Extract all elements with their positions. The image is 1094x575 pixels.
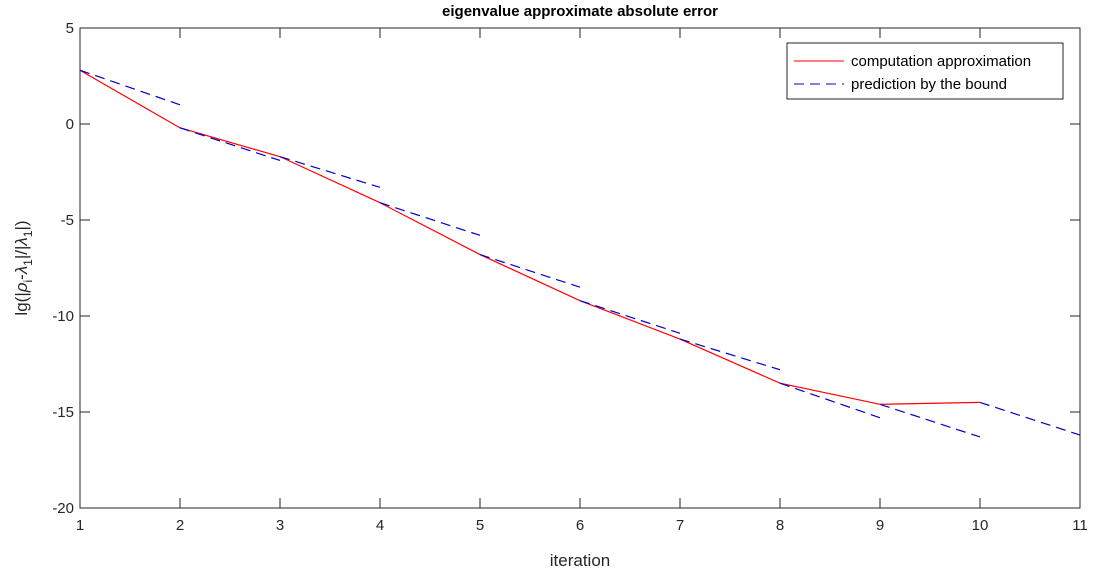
x-tick-label: 10 [972,517,989,534]
series-prediction-bound-segment [479,253,581,288]
series-prediction-bound-segment [779,382,881,419]
series-prediction-bound-segment [379,202,481,236]
y-tick-label: 5 [66,20,74,37]
x-tick-label: 7 [676,517,684,534]
y-tick-label: 0 [66,116,74,133]
ylabel-lambda1: λ [12,266,31,275]
legend-label-prediction: prediction by the bound [851,76,1007,93]
x-tick-label: 5 [476,517,484,534]
series-prediction-bound-segment [979,401,1081,436]
x-axis-label: iteration [550,551,610,570]
series-prediction-bound-segment [279,156,381,188]
x-tick-label: 9 [876,517,884,534]
ylabel-post: |) [12,220,31,230]
x-tick-label: 1 [76,517,84,534]
tick-layer: 1 2 3 4 5 6 7 8 9 10 11 5 0 -5 -10 -15 -20 [52,20,1087,534]
series-prediction-bound-segment [879,403,981,438]
series-computation-approximation-line [79,69,981,405]
y-tick-label: -20 [52,500,74,517]
x-tick-label: 4 [376,517,384,534]
legend-box [786,42,1064,100]
series-prediction-bound-segment [179,127,281,162]
x-tick-label: 11 [1072,517,1088,534]
chart-title: eigenvalue approximate absolute error [442,3,718,20]
legend: computation approximation prediction by … [786,42,1064,100]
series-prediction-bound-segment [579,300,681,334]
series-prediction-bound-segment [79,69,181,106]
ylabel-rho: ρ [12,282,31,293]
ylabel-mid: - [12,274,31,280]
x-tick-label: 6 [576,517,584,534]
x-tick-label: 8 [776,517,784,534]
x-tick-label: 2 [176,517,184,534]
ylabel-sub-1a: 1 [21,259,35,266]
y-tick-label: -10 [52,308,74,325]
legend-label-computation: computation approximation [851,53,1031,70]
x-tick-label: 3 [276,517,284,534]
axes-background [80,28,1080,508]
ylabel-sub-1b: 1 [21,230,35,237]
ylabel-sub-i: i [21,280,35,283]
ylabel-sep: |/| [12,246,31,260]
plot-area: 1 2 3 4 5 6 7 8 9 10 11 5 0 -5 -10 -15 -20 [52,20,1087,534]
series-prediction-bound-segment [679,338,781,371]
y-tick-label: -15 [52,404,74,421]
y-axis-label: lg(|ρi-λ1|/|λ1|) [12,220,35,315]
ylabel-pre: lg(| [12,292,31,315]
y-tick-label: -5 [61,212,74,229]
ylabel-lambda2: λ [12,237,31,246]
series-layer [79,69,1081,438]
